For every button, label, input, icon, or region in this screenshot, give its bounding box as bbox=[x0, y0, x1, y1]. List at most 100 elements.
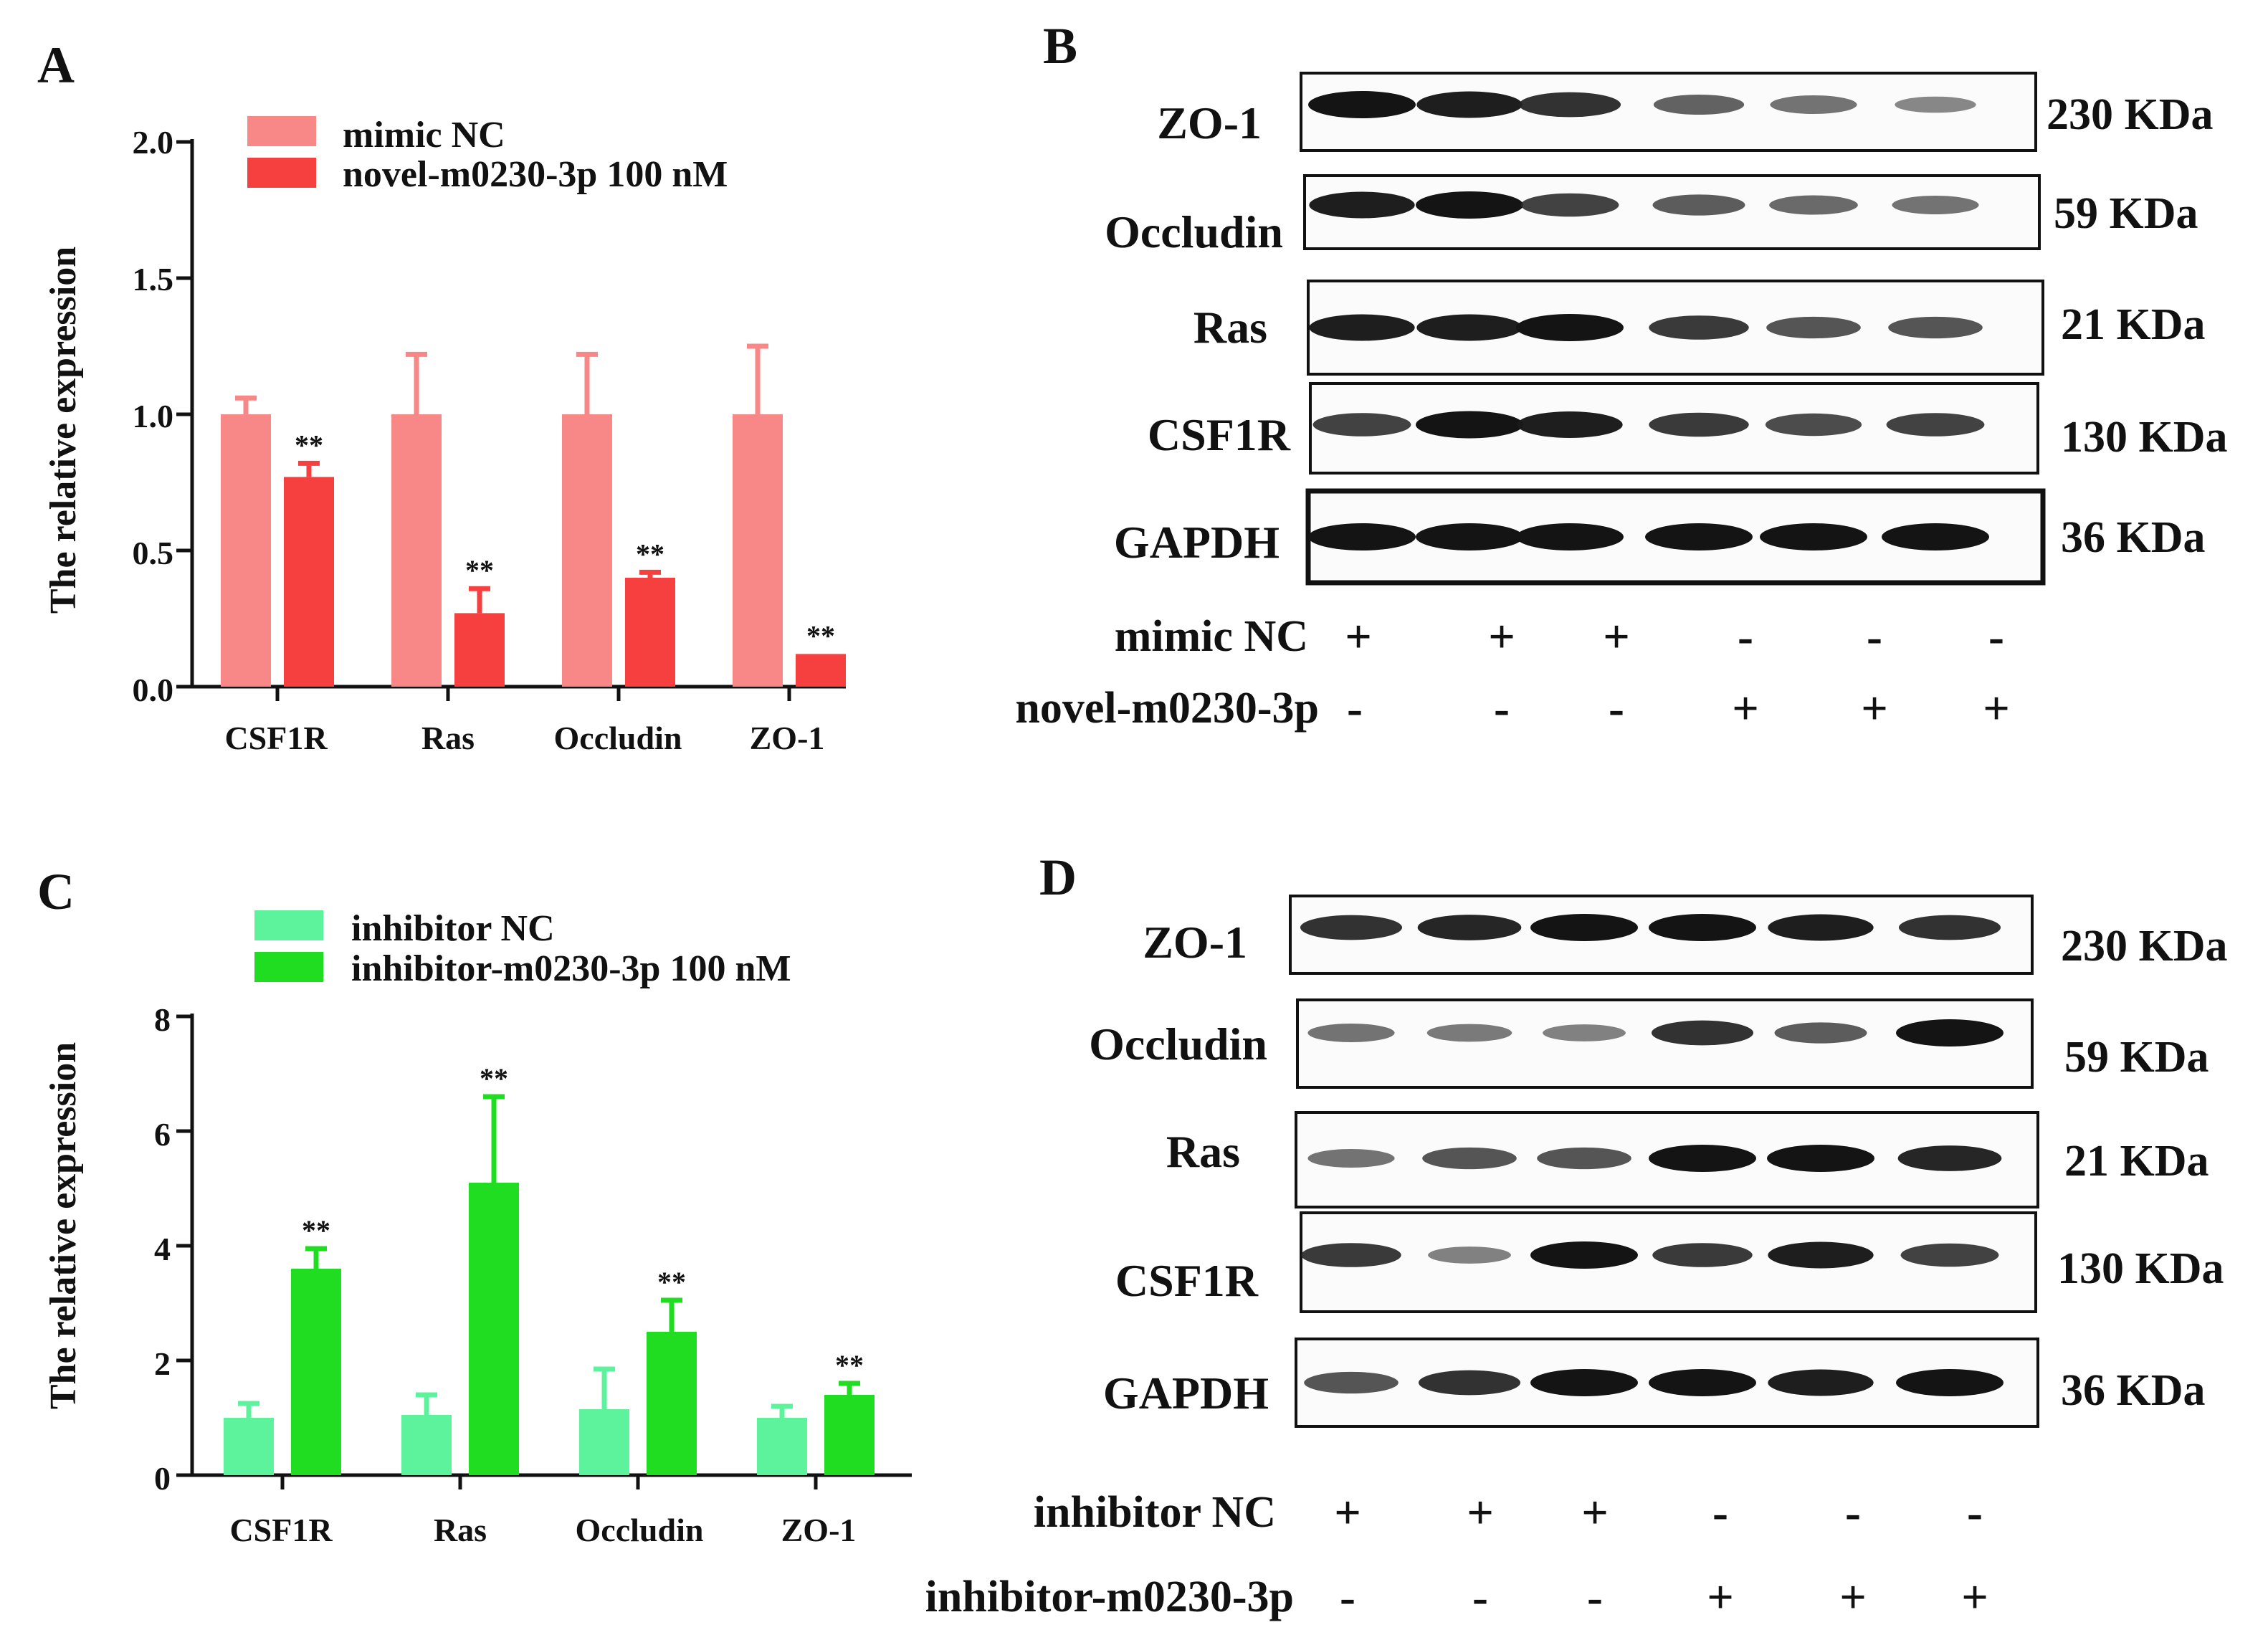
band-ras-lane-3 bbox=[1537, 1147, 1631, 1170]
sign-1-lane-2: - bbox=[1472, 1571, 1488, 1624]
band-occludin-lane-5 bbox=[1769, 195, 1858, 215]
sign-0-lane-4: - bbox=[1712, 1487, 1728, 1539]
band-csf1r-lane-1 bbox=[1301, 1243, 1401, 1267]
band-ras-lane-2 bbox=[1416, 314, 1523, 341]
band-gapdh-lane-6 bbox=[1882, 523, 1989, 550]
sign-1-lane-6: + bbox=[1983, 682, 2010, 735]
band-occludin-lane-4 bbox=[1652, 194, 1745, 216]
sign-0-lane-5: - bbox=[1867, 611, 1882, 663]
bar-mimic-nc-csf1r bbox=[221, 414, 271, 687]
sign-1-lane-1: - bbox=[1340, 1571, 1355, 1624]
band-gapdh-lane-4 bbox=[1645, 523, 1753, 550]
band-ras-lane-3 bbox=[1516, 314, 1624, 341]
significance-label-2: ** bbox=[657, 1266, 686, 1298]
sign-0-lane-1: + bbox=[1345, 611, 1372, 663]
band-zo-1-lane-4 bbox=[1649, 914, 1756, 941]
chart-a-category-1: Ras bbox=[421, 720, 475, 756]
chart-a-ytick-1: 0.5 bbox=[133, 535, 174, 571]
sign-1-lane-5: + bbox=[1861, 682, 1888, 735]
bar-novel-m0230-3p-100-nm-zo-1 bbox=[796, 654, 846, 687]
bar-inhibitor-m0230-3p-100-nm-csf1r bbox=[291, 1269, 341, 1475]
band-zo-1-lane-4 bbox=[1653, 94, 1745, 115]
chart-a-category-2: Occludin bbox=[554, 720, 682, 756]
sign-0-lane-5: - bbox=[1845, 1487, 1861, 1539]
band-zo-1-lane-5 bbox=[1768, 914, 1874, 941]
blot-d: ZO-1 Occludin Ras CSF1R GAPDH 230 KDa 59… bbox=[925, 895, 2228, 1624]
blot-d-condition-0: inhibitor NC bbox=[1034, 1488, 1276, 1537]
sign-1-lane-4: + bbox=[1707, 1571, 1734, 1624]
blot-b-kda-2: 21 KDa bbox=[2061, 300, 2206, 349]
band-csf1r-lane-4 bbox=[1652, 1243, 1753, 1267]
bar-inhibitor-nc-occludin bbox=[579, 1409, 629, 1475]
band-csf1r-lane-6 bbox=[1886, 413, 1985, 437]
band-occludin-lane-2 bbox=[1416, 191, 1523, 219]
chart-c-ylabel: The relative expression bbox=[43, 1042, 84, 1409]
chart-c-ytick-1: 2 bbox=[154, 1345, 171, 1382]
significance-label-1: ** bbox=[480, 1062, 508, 1095]
bar-inhibitor-m0230-3p-100-nm-occludin bbox=[647, 1332, 697, 1475]
significance-label-1: ** bbox=[465, 554, 494, 586]
sign-0-lane-2: + bbox=[1467, 1487, 1494, 1539]
band-csf1r-lane-5 bbox=[1765, 413, 1862, 437]
blot-b-condition-0: mimic NC bbox=[1115, 612, 1308, 661]
band-zo-1-lane-5 bbox=[1770, 95, 1857, 114]
band-occludin-lane-3 bbox=[1520, 193, 1619, 217]
band-zo-1-lane-6 bbox=[1895, 96, 1976, 113]
band-ras-lane-1 bbox=[1309, 314, 1415, 341]
band-csf1r-lane-5 bbox=[1768, 1241, 1874, 1269]
chart-a-ytick-2: 1.0 bbox=[133, 398, 174, 434]
significance-label-0: ** bbox=[302, 1214, 330, 1246]
blot-d-kda-4: 36 KDa bbox=[2061, 1366, 2206, 1415]
band-occludin-lane-1 bbox=[1309, 191, 1415, 219]
blot-d-kda-1: 59 KDa bbox=[2064, 1033, 2209, 1082]
bar-inhibitor-nc-zo-1 bbox=[757, 1418, 807, 1475]
blot-d-protein-0: ZO-1 bbox=[1143, 917, 1247, 968]
sign-0-lane-6: - bbox=[1967, 1487, 1983, 1539]
band-zo-1-lane-3 bbox=[1530, 914, 1638, 941]
blot-b: ZO-1 Occludin Ras CSF1R GAPDH 230 KDa 59… bbox=[1015, 72, 2228, 735]
chart-a-ylabel: The relative expression bbox=[43, 247, 84, 614]
band-zo-1-lane-2 bbox=[1416, 91, 1523, 118]
band-ras-lane-2 bbox=[1422, 1147, 1517, 1170]
chart-c: The relative expression inhibitor NC inh… bbox=[43, 908, 912, 1548]
blot-d-protein-4: GAPDH bbox=[1103, 1368, 1269, 1419]
blot-d-kda-3: 130 KDa bbox=[2057, 1244, 2224, 1293]
bar-mimic-nc-ras bbox=[391, 414, 442, 687]
chart-a: The relative expression mimic NC novel-m… bbox=[43, 115, 846, 756]
band-csf1r-lane-2 bbox=[1416, 411, 1523, 439]
sign-0-lane-2: + bbox=[1488, 611, 1515, 663]
chart-a-legend-swatch-0 bbox=[247, 116, 316, 146]
sign-1-lane-3: - bbox=[1609, 682, 1624, 735]
band-zo-1-lane-2 bbox=[1417, 915, 1522, 940]
band-occludin-lane-2 bbox=[1426, 1024, 1512, 1042]
blot-d-condition-1: inhibitor-m0230-3p bbox=[925, 1573, 1294, 1621]
sign-0-lane-3: + bbox=[1603, 611, 1630, 663]
band-gapdh-lane-1 bbox=[1304, 1371, 1399, 1394]
band-occludin-lane-6 bbox=[1892, 196, 1979, 214]
band-occludin-lane-3 bbox=[1543, 1024, 1626, 1041]
blot-d-protein-3: CSF1R bbox=[1115, 1255, 1259, 1306]
chart-c-ytick-3: 6 bbox=[154, 1116, 171, 1153]
panel-letter-c: C bbox=[37, 863, 75, 920]
sign-1-lane-2: - bbox=[1494, 682, 1510, 735]
bar-inhibitor-nc-csf1r bbox=[224, 1418, 274, 1475]
band-ras-lane-1 bbox=[1307, 1149, 1395, 1168]
chart-c-category-0: CSF1R bbox=[229, 1512, 333, 1548]
band-occludin-lane-5 bbox=[1774, 1022, 1867, 1044]
chart-a-category-0: CSF1R bbox=[224, 720, 328, 756]
band-csf1r-lane-3 bbox=[1517, 411, 1623, 438]
band-occludin-lane-1 bbox=[1307, 1024, 1395, 1042]
chart-c-legend-swatch-0 bbox=[254, 910, 323, 940]
blot-b-kda-4: 36 KDa bbox=[2061, 513, 2206, 562]
chart-c-category-2: Occludin bbox=[576, 1512, 704, 1548]
bar-mimic-nc-occludin bbox=[562, 414, 612, 687]
significance-label-3: ** bbox=[806, 619, 835, 652]
bar-novel-m0230-3p-100-nm-ras bbox=[454, 613, 505, 687]
chart-a-ytick-3: 1.5 bbox=[133, 261, 174, 297]
sign-1-lane-1: - bbox=[1347, 682, 1363, 735]
blot-b-protein-1: Occludin bbox=[1105, 206, 1283, 257]
band-zo-1-lane-3 bbox=[1518, 92, 1621, 118]
bar-inhibitor-m0230-3p-100-nm-zo-1 bbox=[824, 1395, 875, 1475]
chart-c-category-3: ZO-1 bbox=[781, 1512, 857, 1548]
chart-c-ytick-2: 4 bbox=[154, 1231, 171, 1267]
